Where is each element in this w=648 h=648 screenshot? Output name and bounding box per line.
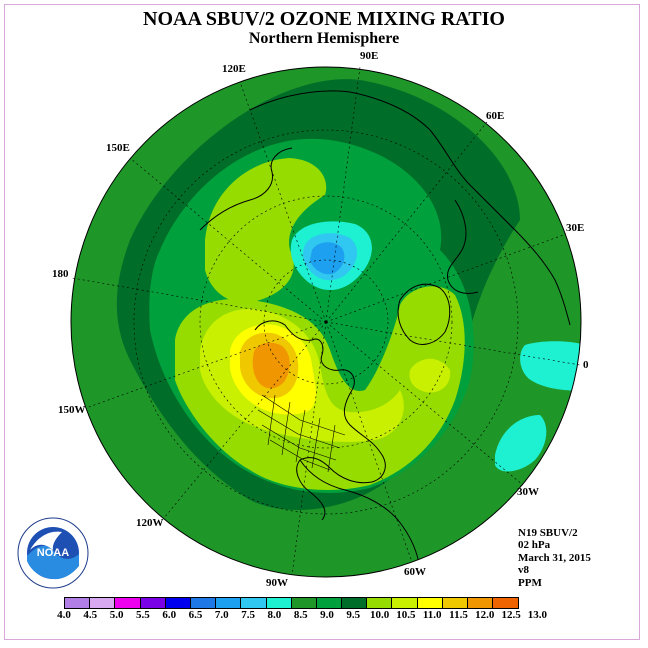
info-instrument: N19 SBUV/2 [518,527,578,539]
colorbar-tick-label: 6.5 [188,609,203,621]
colorbar-swatch [316,598,343,608]
lon-label-90w: 90W [266,577,288,589]
lon-label-120e: 120E [222,63,246,75]
lon-label-60w: 60W [404,566,426,578]
info-date: March 31, 2015 [518,551,591,564]
map-subtitle: Northern Hemisphere [248,30,400,47]
colorbar-swatch [65,598,91,608]
colorbar-tick-label: 13.0 [527,609,548,621]
lon-label-0: 0 [583,359,589,371]
colorbar-tick-label: 11.5 [449,609,468,621]
coast-europe [446,199,479,294]
colorbar-tick-label: 10.5 [396,609,416,621]
ozone-field [71,67,581,577]
colorbar-swatch [115,598,141,608]
colorbar-tick-label: 5.5 [136,609,150,621]
colorbar-swatch [216,598,242,608]
colorbar-swatch [266,598,292,608]
orange-region [252,342,290,389]
colorbar-swatch [90,598,116,608]
colorbar-tick-label: 12.0 [475,609,495,621]
blue-low-region [310,242,345,275]
colorbar-swatch [241,598,267,608]
cyan-patch-east [520,341,581,391]
colorbar-tick-label: 11.0 [422,609,442,621]
coast-central-america [299,459,421,571]
colorbar-swatch [442,598,468,608]
lon-label-30w: 30W [517,486,539,498]
colorbar-tick-label: 9.0 [320,609,334,621]
info-level: 02 hPa [518,539,551,552]
colorbar-swatch [392,598,418,608]
lon-label-30e: 30E [566,222,585,234]
figure-frame [4,4,640,640]
colorbar [64,597,520,609]
lon-label-150w: 150W [58,404,86,416]
lon-label-150e: 150E [106,142,130,154]
lon-label-120w: 120W [136,517,164,529]
map-border [70,66,582,578]
colorbar-swatch [468,598,494,608]
coast-greenland [397,283,451,345]
colorbar-swatch [342,598,368,608]
graticule [71,66,581,576]
info-units: PPM [518,576,542,589]
colorbar-swatch [140,598,166,608]
colorbar-tick-label: 7.0 [214,609,229,621]
cyan-patch-southeast [495,415,547,472]
coast-siberia [199,147,293,231]
colorbar-tick-label: 12.5 [501,609,521,621]
yellow-green-region-3 [409,358,451,393]
colorbar-swatch [367,598,393,608]
info-version: v8 [518,564,529,577]
colorbar-tick-label: 8.5 [293,609,308,621]
colorbar-tick-label: 7.5 [241,609,255,621]
colorbar-tick-label: 4.0 [57,609,71,621]
state-borders [257,394,346,473]
noaa-logo: NOAA [17,517,89,589]
coast-north-america [254,320,386,521]
coast-eurasia [249,90,571,326]
lon-label-90e: 90E [360,50,379,62]
colorbar-swatch [417,598,443,608]
coastlines [199,90,571,571]
colorbar-swatch [165,598,191,608]
colorbar-swatch [493,598,519,608]
lon-label-180: 180 [52,268,69,280]
colorbar-tick-label: 5.0 [109,609,124,621]
info-block: N19 SBUV/2 02 hPa March 31, 2015 v8 PPM [518,527,591,589]
colorbar-tick-label: 8.0 [267,609,282,621]
colorbar-tick-label: 6.0 [162,609,177,621]
colorbar-ticks: 4.0 4.5 5.0 5.5 6.0 6.5 7.0 7.5 8.0 8.5 9.0 9.5 10.0… [52,609,592,623]
logo-text: NOAA [37,547,69,559]
colorbar-swatch [190,598,217,608]
colorbar-tick-label: 10.0 [369,609,390,621]
colorbar-tick-label: 9.5 [346,609,361,621]
light-green-region [205,158,327,303]
map-title: NOAA SBUV/2 OZONE MIXING RATIO [143,8,505,30]
colorbar-swatch [291,598,317,608]
colorbar-tick-label: 4.5 [83,609,98,621]
lon-label-60e: 60E [486,110,505,122]
